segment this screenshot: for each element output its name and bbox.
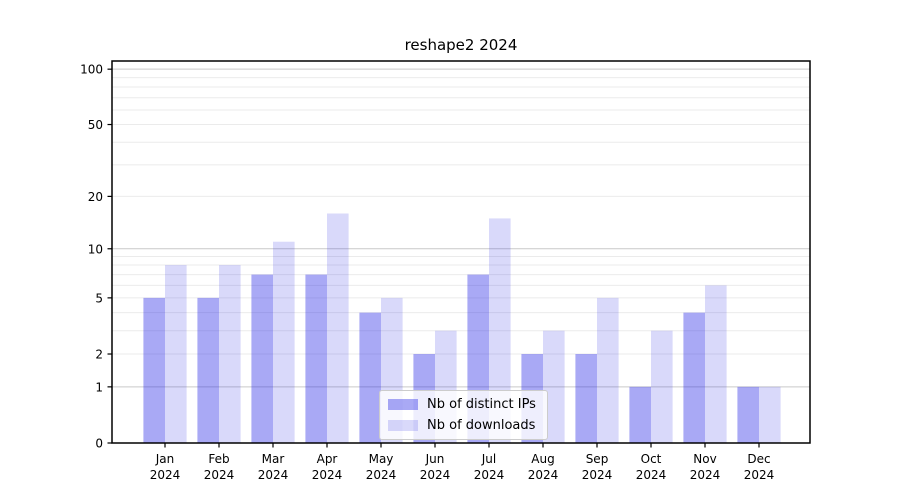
x-tick-label-month: Mar	[262, 452, 285, 466]
legend-label-downloads: Nb of downloads	[427, 418, 536, 433]
x-tick-label-year: 2024	[258, 468, 289, 482]
x-tick-label-year: 2024	[528, 468, 559, 482]
bar	[683, 312, 705, 443]
bar	[651, 330, 673, 443]
axes-frame	[111, 60, 811, 444]
x-tick-label-month: May	[369, 452, 394, 466]
legend-swatch-downloads	[388, 420, 418, 431]
y-tick-label: 2	[95, 348, 103, 362]
legend-item-downloads: Nb of downloads	[388, 418, 536, 433]
legend-item-distinct-ips: Nb of distinct IPs	[388, 397, 536, 412]
bar	[489, 218, 511, 443]
bar	[575, 354, 597, 443]
x-tick-label-month: Apr	[317, 452, 338, 466]
y-tick-label: 100	[80, 63, 103, 77]
y-axis: 0 1 2 5 10 20 50 100	[80, 63, 112, 451]
x-tick-label-month: Oct	[641, 452, 662, 466]
bar	[327, 213, 349, 443]
bar	[219, 265, 241, 443]
x-tick-label-year: 2024	[366, 468, 397, 482]
bar	[705, 285, 727, 443]
bar	[305, 274, 327, 443]
x-tick-label-month: Aug	[531, 452, 554, 466]
legend: Nb of distinct IPs Nb of downloads	[379, 390, 548, 440]
y-tick-label: 1	[95, 380, 103, 394]
x-tick-label-year: 2024	[420, 468, 451, 482]
legend-label-distinct-ips: Nb of distinct IPs	[427, 397, 536, 412]
y-tick-label: 5	[95, 291, 103, 305]
y-tick-label: 10	[88, 242, 103, 256]
bar	[629, 386, 651, 443]
legend-swatch-distinct-ips	[388, 399, 418, 410]
x-tick-label-month: Feb	[208, 452, 229, 466]
x-tick-label-month: Nov	[693, 452, 716, 466]
x-tick-label-year: 2024	[204, 468, 235, 482]
y-tick-label: 20	[88, 190, 103, 204]
chart-title: reshape2 2024	[404, 36, 518, 54]
bar	[759, 386, 781, 443]
x-tick-label-month: Jun	[425, 452, 445, 466]
bar	[251, 274, 273, 443]
x-tick-label-year: 2024	[690, 468, 721, 482]
x-tick-label-month: Sep	[586, 452, 609, 466]
x-tick-label-month: Jul	[481, 452, 496, 466]
y-tick-label: 50	[88, 118, 103, 132]
y-tick-label: 0	[95, 437, 103, 451]
bar	[273, 241, 295, 443]
x-axis: Jan 2024 Feb 2024 Mar 2024 Apr 2024 May 2024 Jun 20…	[150, 443, 775, 482]
x-tick-label-month: Dec	[747, 452, 770, 466]
x-tick-label-year: 2024	[312, 468, 343, 482]
bar	[143, 297, 165, 443]
bar	[737, 386, 759, 443]
x-tick-label-year: 2024	[636, 468, 667, 482]
bar	[197, 297, 219, 443]
x-tick-label-year: 2024	[582, 468, 613, 482]
gridlines	[112, 68, 810, 388]
x-tick-label-month: Jan	[155, 452, 175, 466]
bar	[543, 330, 565, 443]
x-tick-label-year: 2024	[474, 468, 505, 482]
x-tick-label-year: 2024	[150, 468, 181, 482]
bar	[165, 265, 187, 443]
bar	[597, 297, 619, 443]
x-tick-label-year: 2024	[744, 468, 775, 482]
bar	[359, 312, 381, 443]
